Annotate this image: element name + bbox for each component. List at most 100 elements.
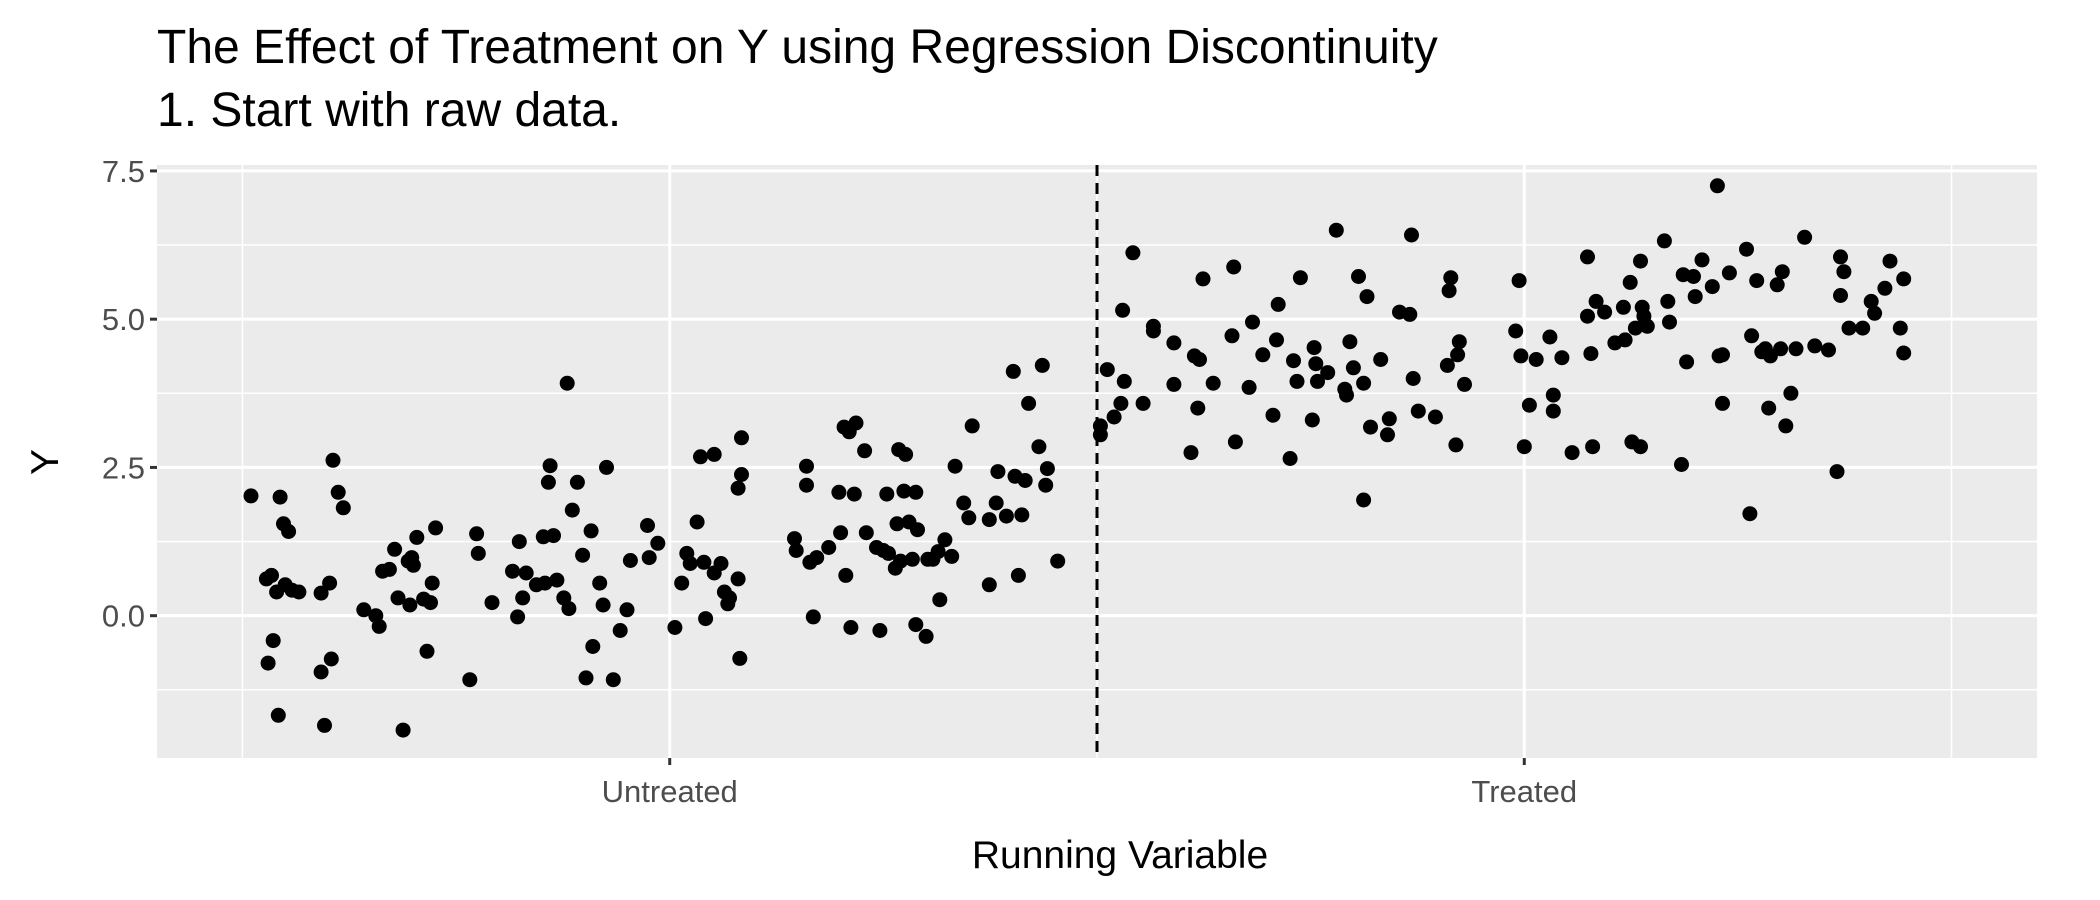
- data-point: [1192, 352, 1207, 367]
- data-point: [889, 516, 905, 532]
- data-point: [595, 597, 611, 613]
- data-point: [809, 550, 825, 566]
- data-point: [569, 474, 585, 490]
- data-point: [1282, 451, 1298, 466]
- data-point: [1310, 373, 1325, 389]
- data-point: [908, 484, 924, 500]
- data-point: [1633, 439, 1648, 455]
- data-point: [1125, 245, 1141, 261]
- data-point: [1005, 363, 1021, 379]
- data-point: [1715, 347, 1730, 363]
- data-point: [1106, 409, 1122, 425]
- data-point: [612, 623, 628, 638]
- data-point: [1017, 473, 1033, 488]
- data-point: [1304, 412, 1320, 428]
- data-point: [1769, 277, 1785, 293]
- data-point: [640, 518, 655, 533]
- data-point: [1656, 233, 1672, 249]
- data-point: [409, 529, 425, 545]
- data-point: [291, 584, 307, 600]
- data-point: [281, 524, 297, 539]
- data-point: [1622, 274, 1638, 290]
- data-point: [734, 430, 749, 446]
- data-point: [1320, 365, 1336, 381]
- data-point: [693, 449, 708, 465]
- data-point: [904, 551, 920, 567]
- data-point: [313, 664, 329, 680]
- data-point: [846, 486, 862, 502]
- data-point: [1778, 418, 1794, 434]
- data-point: [1292, 270, 1308, 286]
- data-point: [469, 526, 485, 542]
- data-point: [322, 575, 338, 591]
- data-point: [1892, 320, 1908, 336]
- data-point: [843, 620, 859, 635]
- data-point: [1597, 304, 1613, 320]
- data-point: [599, 459, 614, 475]
- data-point: [848, 415, 864, 431]
- data-point: [788, 543, 804, 558]
- data-point: [405, 557, 421, 573]
- data-point: [1715, 395, 1730, 411]
- data-point: [1241, 379, 1257, 395]
- data-point: [1356, 375, 1372, 391]
- data-point: [1381, 411, 1397, 427]
- data-point: [730, 571, 746, 587]
- data-point: [1863, 293, 1879, 309]
- data-point: [1580, 308, 1595, 324]
- data-point: [1190, 400, 1206, 416]
- data-point: [619, 602, 635, 618]
- data-point: [546, 528, 561, 544]
- data-point: [1744, 328, 1760, 344]
- data-point: [956, 495, 972, 511]
- data-point: [540, 474, 556, 490]
- data-point: [1867, 305, 1883, 321]
- data-point: [1356, 492, 1372, 508]
- data-point: [1113, 395, 1129, 411]
- data-point: [908, 617, 924, 633]
- data-point: [1115, 302, 1131, 318]
- data-point: [981, 577, 997, 593]
- data-point: [1050, 553, 1066, 569]
- data-point: [1099, 362, 1115, 378]
- data-point: [1443, 270, 1459, 286]
- data-point: [799, 458, 814, 474]
- data-point: [1289, 373, 1305, 389]
- data-point: [1545, 387, 1561, 403]
- data-point: [1226, 259, 1242, 275]
- data-point: [1686, 269, 1701, 284]
- data-point: [1797, 229, 1813, 245]
- data-point: [896, 483, 912, 499]
- x-axis: Untreated Treated: [602, 758, 1577, 809]
- data-point: [1833, 288, 1848, 303]
- data-point: [575, 547, 591, 563]
- data-point: [1882, 253, 1898, 269]
- data-point: [932, 592, 948, 608]
- data-point: [1269, 332, 1284, 348]
- data-point: [1345, 360, 1361, 376]
- data-point: [518, 565, 534, 581]
- data-point: [1402, 306, 1418, 322]
- data-point: [833, 525, 849, 541]
- data-point: [990, 464, 1006, 480]
- data-point: [1639, 318, 1655, 334]
- data-point: [1405, 371, 1421, 386]
- data-point: [1034, 357, 1050, 373]
- data-point: [1542, 329, 1558, 345]
- data-point: [371, 618, 387, 634]
- data-point: [706, 446, 722, 462]
- data-point: [1441, 283, 1457, 299]
- data-point: [1660, 293, 1676, 309]
- data-point: [1116, 373, 1132, 389]
- data-point: [395, 722, 411, 738]
- data-point: [682, 556, 698, 571]
- y-tick-label: 2.5: [102, 450, 145, 485]
- data-point: [910, 522, 925, 538]
- data-point: [831, 484, 847, 500]
- data-point: [674, 575, 690, 591]
- data-point: [981, 512, 997, 528]
- data-point: [264, 567, 279, 583]
- data-point: [484, 595, 500, 611]
- data-point: [402, 597, 418, 613]
- data-point: [1774, 264, 1790, 280]
